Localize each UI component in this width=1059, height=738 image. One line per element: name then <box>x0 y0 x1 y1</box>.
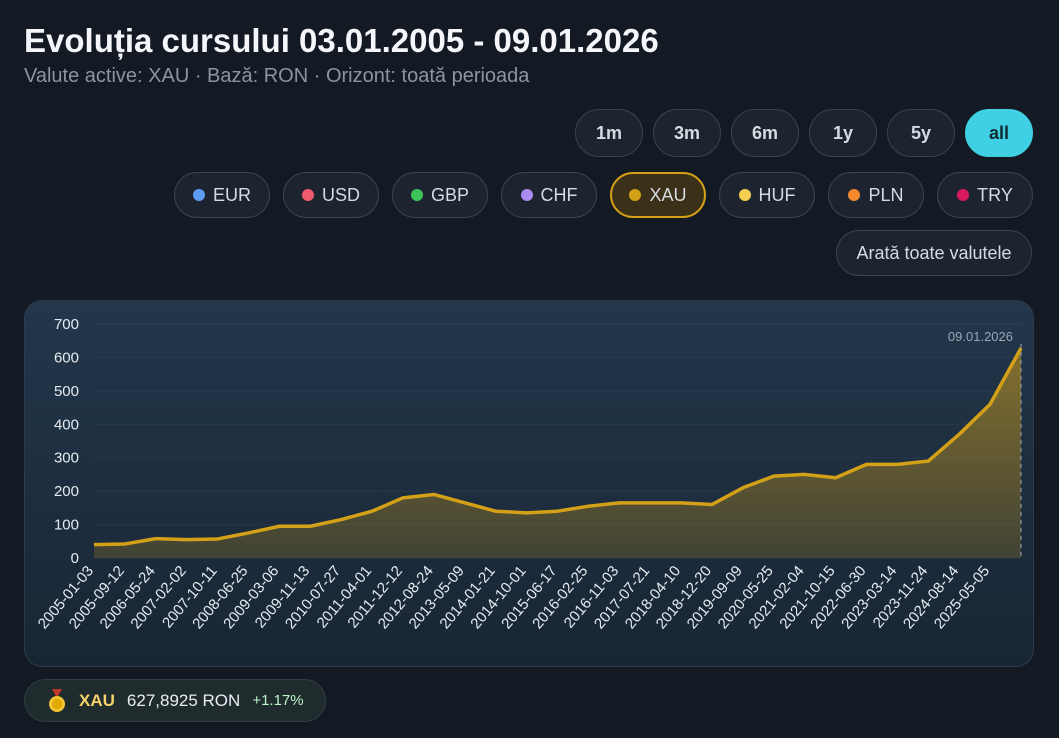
currency-dot <box>410 189 423 201</box>
currency-name: USD <box>321 184 360 205</box>
currency-dot <box>192 189 205 201</box>
y-tick-label: 0 <box>71 550 79 567</box>
end-date-annotation: 09.01.2026 <box>948 329 1013 344</box>
currency-button[interactable]: USD <box>283 172 379 218</box>
currency-name: EUR <box>212 184 251 205</box>
currency-dot <box>738 189 751 201</box>
subtitle: Valute active: XAU · Bază: RON · Orizont… <box>24 65 530 87</box>
currency-button[interactable]: EUR <box>174 172 270 218</box>
currency-name: GBP <box>430 184 469 205</box>
ticker-chip: XAU 627,8925 RON +1.17% <box>24 679 326 722</box>
currency-button[interactable]: GBP <box>392 172 488 218</box>
y-tick-label: 200 <box>54 483 79 500</box>
chart: 01002003004005006007002005-01-032005-09-… <box>35 316 1023 632</box>
range-button[interactable]: 3m <box>653 109 721 157</box>
y-tick-label: 400 <box>54 416 79 433</box>
ticker-change: +1.17% <box>252 692 304 709</box>
medal-icon <box>49 688 65 712</box>
ticker-price: 627,8925 RON <box>126 690 241 710</box>
range-button[interactable]: all <box>965 109 1033 157</box>
range-button[interactable]: 6m <box>731 109 799 157</box>
currency-button[interactable]: TRY <box>937 172 1033 218</box>
currency-name: PLN <box>868 184 904 205</box>
currency-button[interactable]: XAU <box>610 172 706 218</box>
line <box>93 347 1023 547</box>
currency-button[interactable]: PLN <box>828 172 924 218</box>
currency-dot <box>520 189 533 201</box>
currency-dot <box>957 189 970 201</box>
title: Evoluția cursului 03.01.2005 - 09.01.202… <box>24 22 659 59</box>
currency-name: XAU <box>649 184 687 205</box>
y-tick-label: 500 <box>54 383 79 400</box>
chart-card: 0 100 200 300 400 500 600 700 2005-01-03 2005-09-… <box>24 300 1034 667</box>
area <box>94 348 1021 558</box>
range-button[interactable]: 5y <box>887 109 955 157</box>
range-buttons: 1m 3m 6m 1y 5y all <box>575 109 1033 157</box>
currency-name: HUF <box>758 184 796 205</box>
y-tick-label: 100 <box>54 517 79 534</box>
ticker-symbol: XAU <box>79 690 115 710</box>
currency-name: TRY <box>977 184 1013 205</box>
range-button[interactable]: 1y <box>809 109 877 157</box>
range-button[interactable]: 1m <box>575 109 643 157</box>
currency-name: CHF <box>540 184 578 205</box>
currency-buttons: EUR USD GBP CHF XAU HUF PLN TRY <box>174 172 1033 218</box>
currency-dot <box>848 189 861 201</box>
show-all-button[interactable]: Arată toate valutele <box>836 230 1032 276</box>
y-tick-label: 600 <box>54 349 79 366</box>
currency-dot <box>629 189 642 201</box>
currency-button[interactable]: CHF <box>501 172 597 218</box>
y-tick-label: 700 <box>54 316 79 333</box>
y-tick-label: 300 <box>54 450 79 467</box>
currency-button[interactable]: HUF <box>719 172 815 218</box>
currency-dot <box>301 189 314 201</box>
